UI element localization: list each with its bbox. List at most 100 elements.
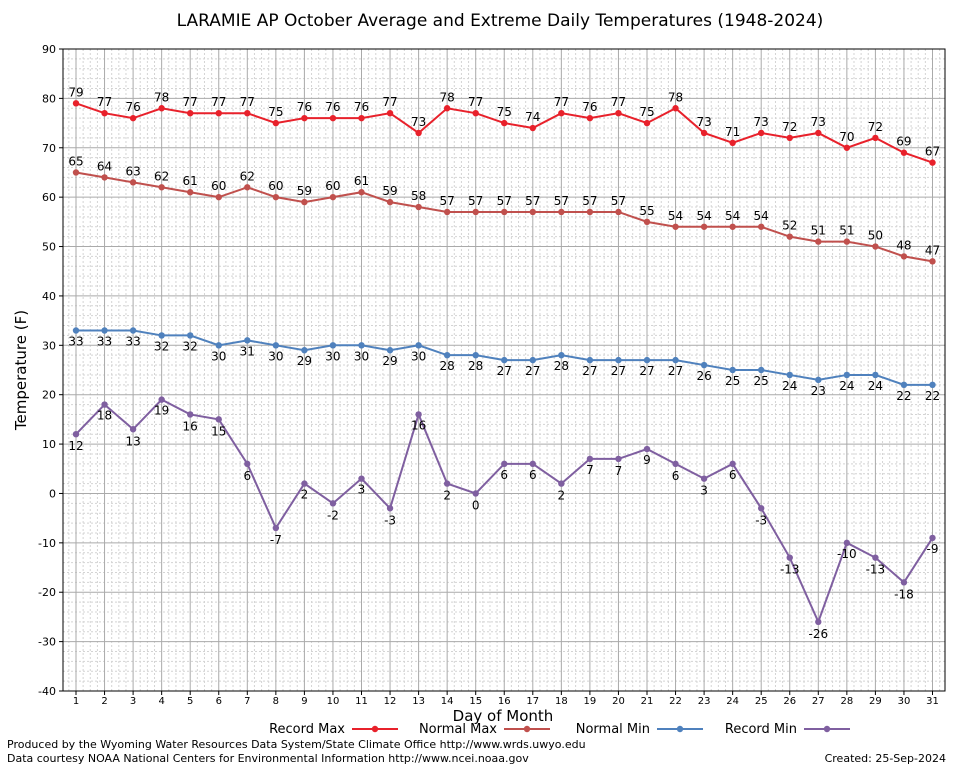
data-label: 47 [925, 243, 940, 257]
data-label: 30 [354, 349, 369, 363]
data-label: 33 [68, 334, 83, 348]
x-tick-label: 21 [641, 696, 654, 707]
data-label: 57 [554, 194, 569, 208]
data-label: -18 [894, 587, 914, 601]
data-point [129, 327, 137, 334]
data-point [329, 193, 337, 201]
data-label: 59 [382, 184, 397, 198]
data-point [129, 426, 137, 433]
data-label: 30 [211, 349, 226, 363]
data-point [786, 233, 793, 240]
data-point [929, 381, 936, 389]
data-point [386, 198, 394, 206]
data-point [443, 208, 451, 216]
data-label: 22 [925, 389, 940, 403]
data-point [758, 505, 765, 512]
data-point [929, 534, 936, 542]
data-label: 55 [639, 204, 654, 218]
data-label: 54 [725, 209, 740, 223]
data-point [358, 189, 365, 196]
data-label: 76 [297, 100, 312, 114]
data-point [501, 208, 508, 216]
legend-label: Normal Min [576, 722, 650, 737]
data-label: 6 [500, 468, 508, 482]
data-point [643, 119, 651, 127]
data-point [643, 445, 651, 453]
data-label: 28 [468, 359, 483, 373]
data-label: 71 [725, 125, 740, 139]
data-label: 22 [896, 389, 911, 403]
data-point [615, 455, 622, 463]
data-label: 6 [729, 468, 737, 482]
data-point [872, 371, 879, 379]
data-label: 76 [582, 100, 597, 114]
data-point [558, 208, 565, 216]
data-point [187, 332, 194, 339]
y-tick-label: -30 [38, 636, 56, 649]
data-label: 65 [68, 154, 83, 168]
data-label: 75 [639, 105, 654, 119]
data-label: 7 [615, 464, 623, 478]
data-point [443, 480, 451, 487]
data-label: 60 [268, 179, 283, 193]
data-label: 33 [125, 334, 140, 348]
data-point [358, 342, 365, 349]
data-label: 12 [68, 439, 83, 453]
data-label: 15 [211, 424, 226, 438]
x-tick-label: 14 [441, 696, 454, 707]
data-point [72, 169, 80, 176]
data-point [700, 129, 708, 137]
data-label: 32 [183, 339, 198, 353]
data-point [758, 366, 765, 374]
data-label: -3 [384, 513, 396, 527]
data-label: 77 [183, 95, 198, 109]
data-label: 18 [97, 409, 112, 423]
data-point [443, 105, 451, 112]
data-point [472, 208, 479, 216]
data-point [472, 351, 479, 359]
data-label: 6 [243, 469, 251, 483]
data-point [187, 110, 194, 117]
data-point [729, 139, 736, 147]
data-label: 16 [183, 419, 198, 433]
data-label: 73 [696, 115, 711, 129]
y-tick-label: -20 [38, 586, 56, 599]
data-point [187, 189, 194, 196]
data-label: 29 [297, 354, 312, 368]
x-tick-label: 22 [669, 696, 682, 707]
data-label: 29 [382, 354, 397, 368]
data-label: 25 [754, 374, 769, 388]
x-tick-label: 18 [555, 696, 568, 707]
legend-marker [371, 725, 379, 733]
data-point [586, 208, 594, 216]
data-label: 27 [639, 364, 654, 378]
data-label: 64 [97, 159, 112, 173]
data-label: 62 [154, 169, 169, 183]
data-label: 57 [611, 194, 626, 208]
data-label: 7 [586, 463, 594, 477]
legend-label: Record Min [725, 722, 797, 737]
legend-marker [823, 725, 831, 733]
data-label: 72 [868, 120, 883, 134]
data-point [301, 114, 308, 122]
footer-created: Created: 25-Sep-2024 [824, 752, 946, 765]
data-label: 31 [240, 344, 255, 358]
data-point [700, 361, 708, 369]
data-label: 26 [696, 369, 711, 383]
data-point [301, 347, 308, 354]
data-point [443, 351, 451, 359]
data-label: 72 [782, 120, 797, 134]
x-tick-label: 17 [526, 696, 539, 707]
series-normal-min: 33 33 33 32 32 30 31 30 29 30 30 29 30 28 28 27 27 28 27 27… [68, 327, 940, 403]
data-label: 59 [297, 184, 312, 198]
data-point [672, 356, 679, 364]
data-label: -26 [808, 627, 828, 641]
data-label: 27 [668, 364, 683, 378]
data-point [329, 500, 337, 507]
data-label: 58 [411, 189, 426, 203]
data-point [472, 110, 479, 117]
data-label: 30 [268, 349, 283, 363]
footer-data-source: Data courtesy NOAA National Centers for … [7, 752, 529, 765]
